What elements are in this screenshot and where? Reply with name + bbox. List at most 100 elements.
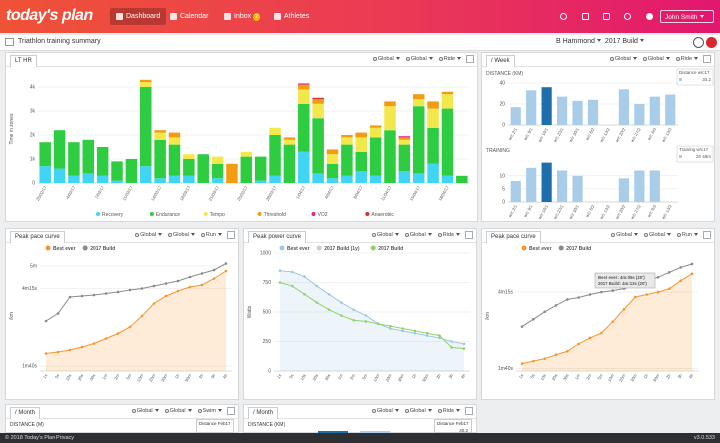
x-tick-label: w/c 23/1 — [552, 203, 564, 220]
panel-menu[interactable] — [703, 231, 711, 239]
upload-icon[interactable] — [603, 13, 610, 20]
bar-segment — [369, 125, 382, 128]
tooltip: Distance Feb17 — [196, 419, 234, 433]
panel-menu[interactable] — [227, 231, 235, 239]
point — [200, 283, 204, 287]
nav-dashboard[interactable]: Dashboard — [110, 8, 167, 25]
panel-menu[interactable] — [703, 55, 711, 63]
filter-select[interactable]: Global — [642, 56, 672, 62]
filter-select[interactable]: Global — [371, 408, 401, 414]
panel-menu[interactable] — [466, 55, 474, 63]
point — [340, 301, 343, 304]
panel-tab[interactable]: Peak pace curve — [10, 231, 65, 243]
panel-tab[interactable]: / Week — [486, 55, 515, 67]
point — [224, 262, 228, 265]
refresh-icon[interactable] — [624, 13, 631, 20]
filter-select[interactable]: Run — [676, 232, 700, 238]
filter-select[interactable]: Global — [611, 232, 640, 238]
legend-label: Anaerobic — [371, 212, 394, 218]
nav-calendar[interactable]: Calendar — [164, 8, 214, 25]
y-tick-label: 500 — [263, 310, 272, 316]
filter-select[interactable]: Global — [609, 56, 639, 62]
bar — [572, 175, 583, 202]
panel-tab[interactable]: Peak pace curve — [486, 231, 541, 243]
filter-select[interactable]: Ride — [438, 56, 463, 62]
point — [152, 284, 156, 288]
x-tick-label: 2m — [349, 373, 356, 381]
filter-select[interactable]: Ride — [437, 408, 462, 414]
filter-select[interactable]: Global — [405, 56, 435, 62]
filter-select[interactable]: Global — [131, 408, 161, 414]
x-tick-label: 2h — [198, 372, 205, 379]
panel-menu[interactable] — [465, 231, 473, 239]
point — [401, 329, 404, 333]
panel-tab[interactable]: LT HR — [10, 55, 37, 67]
filter-select[interactable]: Global — [371, 232, 401, 238]
panel-tab[interactable]: Peak power curve — [248, 231, 307, 243]
panel-controls: Global Global Swim — [128, 408, 224, 414]
filter-select[interactable]: Global — [404, 232, 434, 238]
filter-select[interactable]: Ride — [675, 56, 700, 62]
user-menu[interactable]: John Smith — [660, 10, 714, 23]
panel-tab[interactable]: / Month — [10, 407, 41, 419]
download-icon[interactable] — [582, 13, 589, 20]
legend-label: 2017 Build (1y) — [324, 246, 360, 252]
panel: Peak pace curve Global Global Run 1m40s 4m15… — [5, 228, 239, 400]
y-tick-label: 10 — [499, 173, 505, 179]
bar-segment — [398, 139, 411, 145]
filter-select[interactable]: Global — [135, 232, 164, 238]
x-tick-label: 5m — [125, 373, 132, 381]
version: v3.0.533 — [693, 435, 715, 441]
athlete-select[interactable]: B Hammond 2017 Build — [556, 38, 646, 45]
logo[interactable]: today's plan — [6, 7, 93, 24]
point — [303, 275, 306, 278]
point — [611, 289, 614, 292]
filter-select[interactable]: Global — [644, 232, 673, 238]
x-tick-label: 10s — [299, 373, 307, 381]
axis-label: DISTANCE (M) — [10, 422, 44, 428]
bar-segment — [211, 178, 224, 183]
tooltip-line: 2017 Build: 4m:13s (20') — [598, 281, 647, 286]
point — [212, 268, 216, 272]
filter-select[interactable]: Swim — [197, 408, 224, 414]
panel-tab[interactable]: / Month — [248, 407, 279, 419]
filter-select[interactable]: Global — [372, 56, 402, 62]
nav-inbox[interactable]: Inbox 2 — [218, 8, 266, 25]
filter-select[interactable]: Global — [404, 408, 434, 414]
filter-select[interactable]: Global — [164, 408, 194, 414]
legend-label: Best ever — [53, 246, 76, 252]
nav-label: Inbox — [234, 13, 252, 20]
search-icon[interactable] — [560, 13, 567, 20]
filter-select[interactable]: Global — [168, 232, 197, 238]
bar-segment — [111, 180, 123, 183]
x-tick-label: 10m — [136, 373, 145, 383]
menu-button[interactable] — [5, 38, 14, 46]
tooltip-title: Distance Feb17 — [437, 421, 469, 426]
filter-select[interactable]: Run — [200, 232, 224, 238]
x-tick-label: w/c 13/2 — [599, 203, 611, 220]
point — [224, 269, 228, 273]
point — [389, 327, 392, 330]
point — [92, 342, 96, 345]
filter-select[interactable]: Ride — [437, 232, 462, 238]
privacy-link[interactable]: Privacy — [56, 435, 75, 441]
bar-segment — [269, 175, 281, 183]
panel-menu[interactable] — [227, 407, 235, 415]
panel-menu[interactable] — [465, 407, 473, 415]
bar-segment — [312, 99, 324, 104]
bar-segment — [412, 106, 425, 174]
help-icon[interactable] — [646, 13, 653, 20]
add-button[interactable] — [693, 37, 704, 48]
x-tick-label: 18/03/17 — [179, 184, 192, 201]
bar — [541, 162, 552, 202]
x-tick-label: w/c 9/1 — [523, 203, 534, 218]
help-button[interactable] — [706, 37, 717, 48]
x-tick-label: 1s — [276, 373, 283, 379]
nav-athletes[interactable]: Athletes — [268, 8, 315, 25]
point — [389, 324, 392, 328]
point — [290, 284, 294, 288]
bar-segment — [341, 144, 353, 176]
bar-segment — [283, 137, 296, 140]
point — [622, 308, 626, 311]
line — [45, 263, 227, 322]
